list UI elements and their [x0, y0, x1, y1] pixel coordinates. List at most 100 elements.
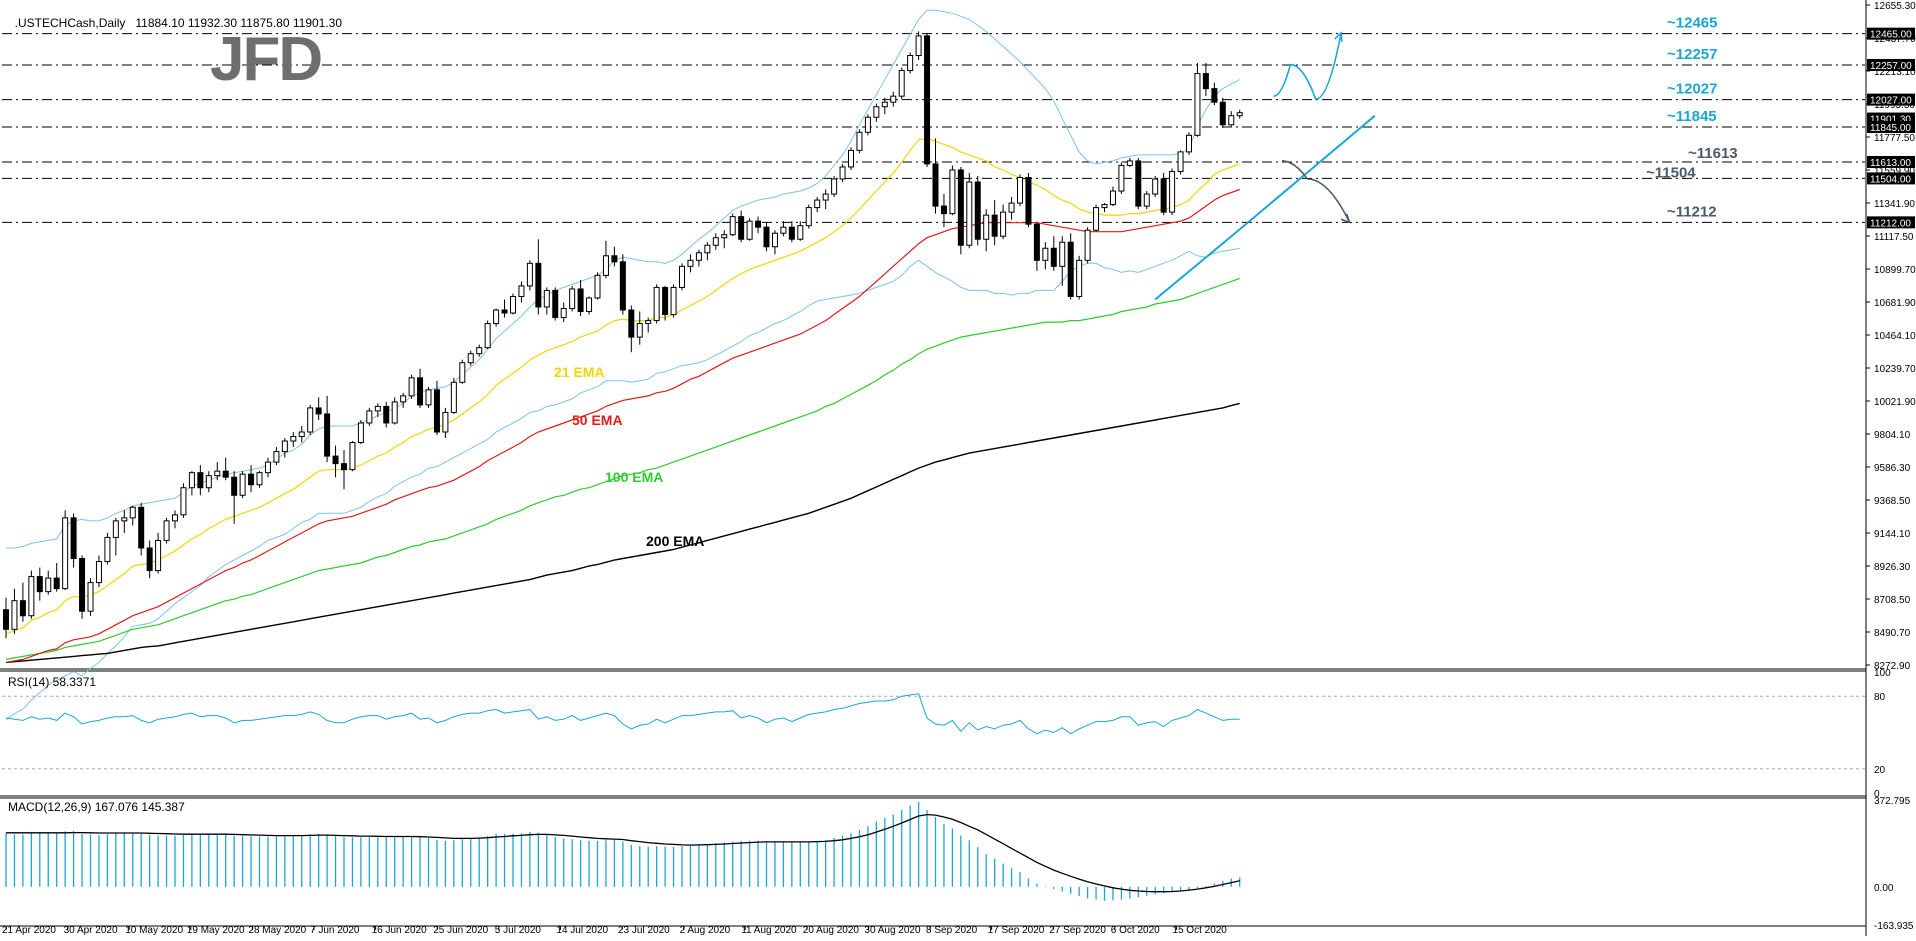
candle-body [315, 407, 322, 415]
candle-body [814, 199, 821, 209]
ema-label: 200 EMA [646, 533, 704, 549]
bollinger-lower-line [5, 247, 1240, 721]
time-tick-label: 30 Aug 2020 [864, 925, 921, 936]
symbol-info: .USTECHCash,Daily 11884.10 11932.30 11875… [8, 2, 342, 30]
candle-body [1126, 160, 1133, 166]
time-tick-label: 5 Jul 2020 [495, 925, 542, 936]
ema200-line [5, 402, 1240, 664]
candle-body [1093, 207, 1100, 231]
candle-body [932, 163, 939, 207]
time-tick-label: 21 Apr 2020 [2, 925, 56, 936]
price-tick-label: 8272.90 [1874, 661, 1911, 672]
time-tick-label: 20 Aug 2020 [803, 925, 860, 936]
candle-body [1101, 204, 1108, 209]
time-tick-label: 15 Oct 2020 [1172, 925, 1227, 936]
candle-body [1059, 241, 1066, 267]
price-tag [1867, 121, 1915, 134]
candle-body [214, 470, 221, 477]
rsi-line [5, 693, 1240, 735]
price-tick-label: 12655.30 [1874, 1, 1916, 12]
price-tick-label: 9804.10 [1874, 430, 1911, 441]
time-tick-label: 17 Sep 2020 [988, 925, 1045, 936]
candle-body [391, 401, 398, 424]
candle-body [1202, 73, 1209, 90]
time-tick-label: 14 Jul 2020 [556, 925, 608, 936]
price-tag [1867, 27, 1915, 40]
candle-body [112, 520, 119, 538]
ema-label: 100 EMA [605, 469, 663, 485]
macd-signal-line [6, 813, 1240, 893]
candle-body [907, 54, 914, 72]
price-tick-label: 10464.10 [1874, 331, 1916, 342]
candle-body [1228, 115, 1235, 126]
macd-panel-title: MACD(12,26,9) 167.076 145.387 [8, 800, 185, 814]
candle-body [687, 259, 694, 267]
price-tag [1867, 155, 1915, 168]
time-tick-label: 10 May 2020 [125, 925, 183, 936]
candle-body [197, 472, 204, 489]
candle-body [442, 411, 449, 433]
price-tick-label: 8490.70 [1874, 628, 1911, 639]
level-label: ~12257 [1667, 46, 1717, 63]
price-tick-label: 9586.30 [1874, 463, 1911, 474]
candle-body [349, 442, 356, 471]
candle-body [881, 101, 888, 108]
candle-body [1033, 223, 1040, 261]
candle-body [357, 422, 364, 444]
price-tick-label: 10681.90 [1874, 298, 1916, 309]
candle-body [307, 407, 314, 433]
candle-body [966, 181, 973, 246]
candle-body [805, 207, 812, 227]
candle-body [129, 506, 136, 519]
candle-body [1017, 176, 1023, 204]
candle-body [535, 262, 542, 308]
time-tick-label: 16 Jun 2020 [372, 925, 427, 936]
candle-body [459, 362, 466, 383]
candle-body [205, 475, 212, 489]
price-tag-label: 12257.00 [1870, 61, 1912, 72]
price-tag-label: 11212.00 [1870, 218, 1911, 229]
time-tick-label: 2 Aug 2020 [680, 925, 731, 936]
candle-body [121, 517, 128, 522]
price-tick-label: 9144.10 [1874, 529, 1911, 540]
candle-body [577, 288, 584, 313]
candle-body [594, 274, 601, 299]
candle-body [408, 377, 415, 397]
candle-body [924, 35, 931, 165]
candle-body [636, 323, 643, 338]
candle-body [645, 320, 652, 325]
price-tick-label: 8926.30 [1874, 562, 1911, 573]
level-label: ~11212 [1667, 203, 1717, 220]
candle-body [1118, 164, 1125, 192]
level-label: ~11504 [1646, 164, 1696, 181]
rsi-panel-title: RSI(14) 58.3371 [8, 675, 97, 689]
candle-body [763, 226, 770, 248]
candle-body [1042, 247, 1049, 261]
brand-logo: JFD [210, 25, 323, 94]
level-label: ~11845 [1667, 108, 1717, 125]
candle-body [425, 389, 432, 406]
candle-body [231, 476, 238, 496]
candle-body [467, 353, 474, 364]
rsi-tick-label: 80 [1874, 692, 1886, 703]
candle-body [332, 455, 339, 465]
candle-body [28, 576, 35, 617]
candle-body [433, 389, 440, 433]
candle-body [281, 440, 288, 453]
candle-body [264, 461, 271, 474]
candle-body [36, 576, 43, 593]
candle-body [146, 547, 153, 572]
candle-body [526, 262, 533, 287]
bullish-projection-arrowhead [1333, 31, 1343, 42]
price-tick-label: 8708.50 [1874, 595, 1911, 606]
candle-body [239, 473, 246, 496]
candle-body [256, 472, 263, 486]
candle-body [19, 600, 26, 617]
candle-body [957, 169, 964, 246]
candle-body [1219, 101, 1226, 126]
candle-body [138, 506, 145, 549]
candle-body [1008, 202, 1015, 213]
candle-body [79, 558, 86, 612]
candle-body [1143, 193, 1150, 207]
